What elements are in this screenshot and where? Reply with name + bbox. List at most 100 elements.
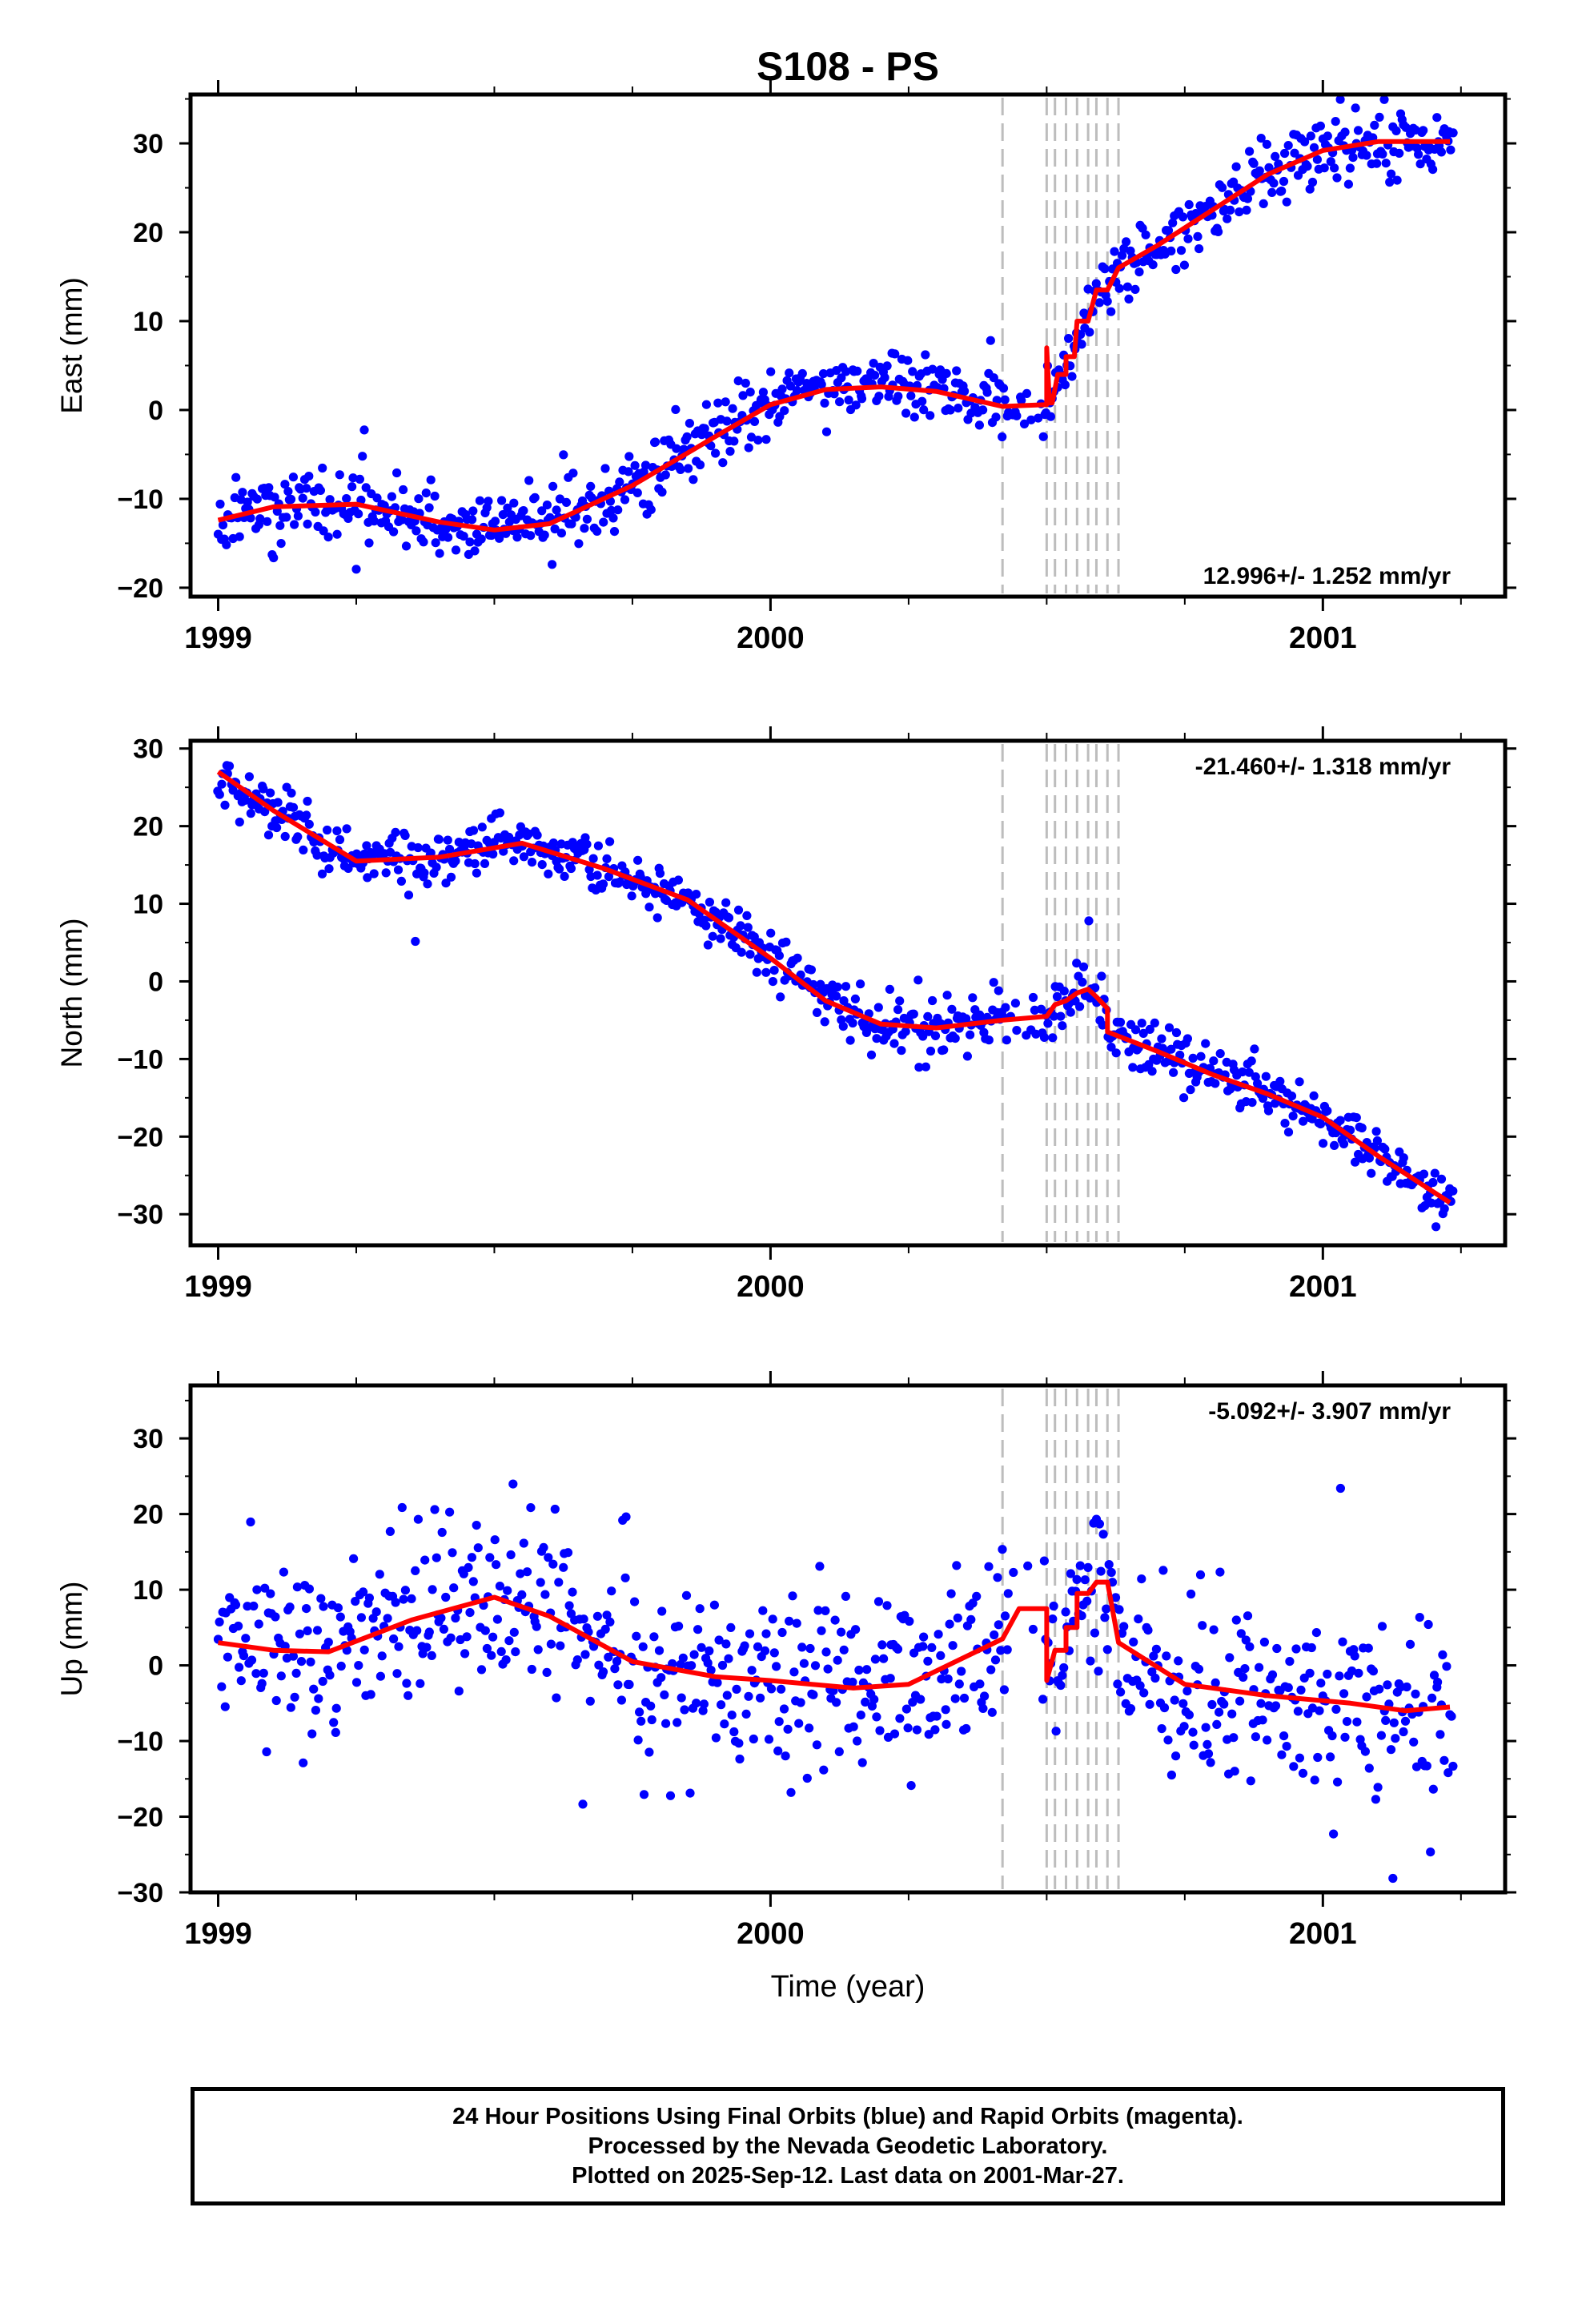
data-point — [657, 487, 667, 497]
data-point — [1150, 1673, 1160, 1683]
data-point — [1335, 94, 1345, 104]
data-point — [1331, 117, 1340, 127]
data-point — [921, 1062, 930, 1072]
data-point — [856, 1711, 865, 1720]
data-point — [482, 1643, 492, 1654]
data-point — [610, 1664, 620, 1674]
data-point — [1179, 1722, 1189, 1731]
data-point — [1119, 1622, 1129, 1631]
data-point — [616, 1695, 627, 1705]
data-point — [1056, 1680, 1066, 1691]
data-point — [903, 356, 913, 365]
data-point — [1389, 1718, 1399, 1727]
data-point — [870, 1655, 880, 1664]
data-point — [1061, 1607, 1070, 1617]
panel-frame — [188, 738, 1508, 1248]
data-point — [563, 1548, 573, 1558]
data-point — [1215, 1049, 1225, 1059]
data-point — [243, 497, 252, 507]
data-point — [288, 472, 298, 482]
data-point — [1309, 1091, 1319, 1100]
data-point — [443, 835, 452, 845]
data-point — [813, 1606, 823, 1615]
data-point — [1163, 1735, 1173, 1745]
data-point — [998, 1545, 1007, 1554]
data-point — [1072, 1574, 1082, 1584]
data-point — [1280, 148, 1290, 159]
data-point — [741, 1709, 751, 1719]
data-point — [695, 1604, 705, 1614]
data-point — [624, 1679, 634, 1690]
data-point — [706, 1665, 716, 1675]
data-point — [857, 394, 867, 404]
data-point — [630, 460, 640, 470]
data-point — [359, 1587, 368, 1597]
data-point — [509, 856, 519, 866]
data-point — [220, 1702, 230, 1711]
data-point — [1209, 1625, 1219, 1634]
data-point — [307, 1729, 317, 1739]
data-point — [351, 1678, 362, 1687]
data-point — [685, 1788, 695, 1798]
data-point — [650, 437, 661, 447]
data-point — [745, 1629, 755, 1638]
data-point — [1323, 1669, 1332, 1679]
data-point — [838, 1022, 848, 1031]
data-point — [780, 406, 789, 416]
data-point — [879, 1654, 889, 1663]
data-point — [1351, 1157, 1360, 1167]
data-point — [1122, 282, 1132, 292]
data-point — [1258, 1715, 1267, 1725]
data-point — [1102, 296, 1112, 306]
data-point — [1330, 1140, 1339, 1150]
data-point — [315, 485, 325, 496]
data-point — [287, 788, 296, 798]
data-point — [1351, 1113, 1361, 1123]
data-point — [1271, 151, 1280, 161]
data-point — [451, 1613, 460, 1623]
data-point — [542, 501, 552, 510]
data-point — [312, 1626, 323, 1635]
data-point — [1426, 1848, 1435, 1857]
data-point — [473, 1543, 483, 1553]
data-point — [913, 975, 923, 985]
data-point — [399, 485, 408, 495]
data-point — [1012, 1026, 1022, 1035]
data-point — [1422, 1761, 1431, 1771]
data-point — [215, 499, 225, 509]
data-point — [1315, 1706, 1324, 1715]
data-point — [613, 505, 623, 515]
data-point — [527, 1664, 536, 1675]
data-point — [1414, 150, 1423, 159]
data-point — [407, 1594, 416, 1603]
data-point — [1395, 148, 1404, 158]
data-point — [1104, 1560, 1114, 1570]
data-point — [1255, 166, 1264, 175]
data-point — [497, 496, 507, 505]
data-point — [1147, 1067, 1157, 1076]
data-point — [912, 1725, 921, 1735]
data-point — [430, 1505, 440, 1514]
chart-title: S108 - PS — [757, 44, 939, 89]
data-point — [490, 1535, 500, 1545]
data-point — [332, 529, 342, 539]
data-point — [329, 1718, 339, 1727]
data-point — [1135, 1681, 1145, 1691]
data-point — [901, 1027, 910, 1036]
data-point — [917, 396, 927, 406]
data-point — [1091, 279, 1101, 288]
data-point — [633, 855, 643, 865]
data-point — [930, 1031, 941, 1040]
data-point — [1288, 1112, 1298, 1121]
data-point — [1430, 1168, 1439, 1178]
data-point — [286, 494, 296, 505]
data-point — [761, 1629, 771, 1638]
data-point — [1415, 159, 1425, 169]
data-point — [389, 1634, 399, 1644]
data-point — [1203, 1749, 1214, 1759]
data-point — [332, 826, 342, 836]
data-point — [882, 1601, 892, 1610]
data-point — [923, 1011, 933, 1021]
data-point — [1049, 1601, 1058, 1611]
y-tick-label: −10 — [117, 1044, 163, 1075]
